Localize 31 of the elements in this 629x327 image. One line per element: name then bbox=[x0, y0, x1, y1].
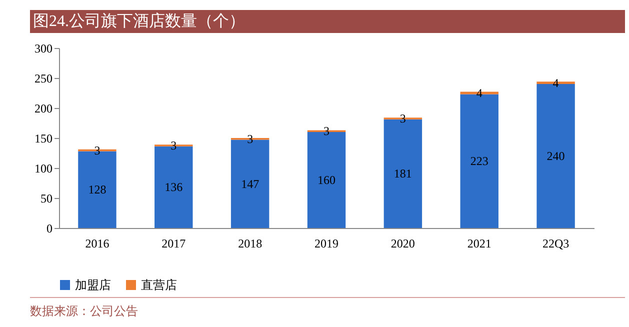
x-tick-label: 22Q3 bbox=[542, 236, 570, 250]
data-label: 223 bbox=[470, 154, 488, 168]
y-tick-label: 200 bbox=[34, 102, 52, 116]
legend-label: 直营店 bbox=[141, 278, 177, 292]
y-tick-label: 250 bbox=[34, 72, 52, 86]
data-label: 4 bbox=[552, 76, 559, 90]
x-tick-label: 2019 bbox=[314, 236, 338, 250]
data-label: 136 bbox=[164, 180, 183, 194]
x-tick-label: 2017 bbox=[162, 236, 186, 250]
data-label: 160 bbox=[318, 173, 336, 187]
legend-label: 加盟店 bbox=[75, 278, 111, 292]
data-label: 3 bbox=[324, 124, 330, 138]
data-label: 128 bbox=[88, 182, 106, 197]
data-label: 240 bbox=[546, 149, 565, 163]
data-label: 3 bbox=[170, 138, 177, 152]
y-tick-label: 100 bbox=[34, 162, 52, 176]
y-tick-label: 50 bbox=[40, 192, 52, 206]
data-label: 3 bbox=[247, 132, 254, 146]
y-tick-label: 0 bbox=[46, 222, 52, 236]
x-tick-label: 2018 bbox=[238, 236, 262, 250]
x-tick-label: 2016 bbox=[85, 236, 110, 250]
y-tick-label: 300 bbox=[34, 42, 52, 56]
data-label: 181 bbox=[394, 166, 412, 181]
chart-title: 图24.公司旗下酒店数量（个） bbox=[30, 10, 625, 33]
x-tick-label: 2021 bbox=[467, 236, 492, 250]
y-tick-label: 150 bbox=[34, 132, 52, 146]
data-label: 147 bbox=[241, 176, 260, 191]
x-tick-label: 2020 bbox=[390, 236, 415, 250]
source-note: 数据来源：公司公告 bbox=[30, 297, 625, 320]
data-label: 3 bbox=[94, 143, 100, 158]
data-label: 3 bbox=[400, 112, 406, 126]
